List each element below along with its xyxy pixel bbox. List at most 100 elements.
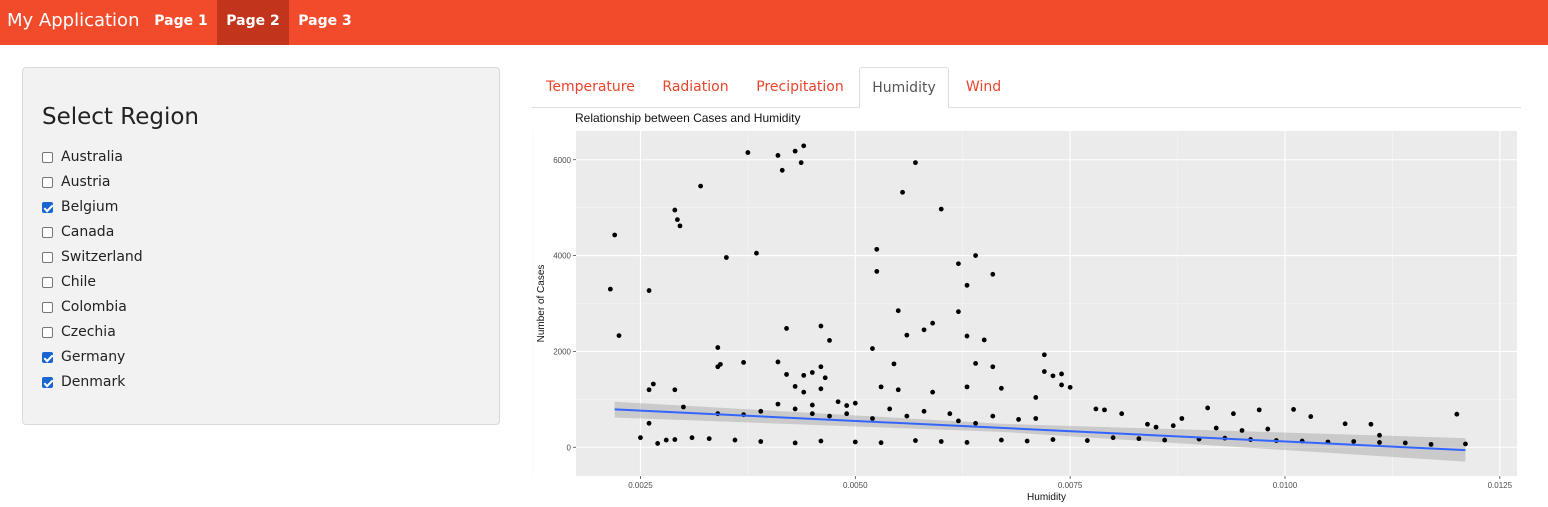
data-point [809, 402, 815, 408]
data-point [981, 337, 987, 343]
app-title[interactable]: My Application [7, 10, 140, 31]
tab-precipitation[interactable]: Precipitation [756, 79, 844, 95]
data-point [1179, 416, 1185, 421]
data-point [758, 408, 764, 414]
data-point [938, 206, 944, 212]
data-point [964, 282, 970, 288]
data-point [1239, 428, 1245, 433]
data-point [921, 408, 927, 414]
data-point [878, 440, 884, 446]
data-point [775, 153, 781, 158]
region-checkbox[interactable] [42, 251, 53, 263]
region-checkbox[interactable] [42, 326, 53, 338]
data-point [650, 381, 656, 387]
data-point [792, 440, 798, 446]
data-point [998, 385, 1004, 391]
region-label[interactable]: Canada [61, 224, 115, 240]
region-option[interactable]: Austria [42, 172, 110, 192]
regression-line [614, 408, 1466, 452]
region-label[interactable]: Germany [61, 349, 126, 365]
region-checkbox[interactable] [42, 201, 53, 213]
data-point [1041, 369, 1047, 374]
top-navbar: My Application Page 1 Page 2 Page 3 [0, 0, 1548, 45]
humidity-scatter-plot: 0.0025 0.0050 0.0075 0.0100 0.0125 0 2000 4000 6… [532, 131, 1517, 503]
data-point [638, 435, 643, 441]
tab-radiation[interactable]: Radiation [662, 79, 729, 95]
data-point [1093, 406, 1099, 412]
region-checkbox[interactable] [42, 176, 53, 188]
data-point [818, 364, 824, 370]
data-point [1059, 371, 1064, 377]
region-label[interactable]: Austria [61, 174, 111, 190]
data-point [607, 286, 613, 292]
data-point [1024, 438, 1030, 444]
data-point [1170, 423, 1176, 429]
data-point [612, 232, 618, 238]
region-label[interactable]: Chile [61, 274, 97, 290]
region-checkbox[interactable] [42, 301, 53, 313]
region-label[interactable]: Denmark [61, 374, 126, 390]
region-option[interactable]: Czechia [42, 322, 116, 342]
data-point [913, 160, 918, 166]
data-point [801, 372, 807, 378]
nav-page-1[interactable]: Page 1 [154, 13, 208, 29]
data-point [818, 386, 824, 392]
region-option[interactable]: Canada [42, 222, 114, 242]
region-label[interactable]: Australia [61, 149, 123, 165]
data-point [1119, 411, 1125, 417]
region-label[interactable]: Colombia [61, 299, 127, 315]
tab-humidity[interactable]: Humidity [859, 67, 949, 108]
region-checkbox[interactable] [42, 151, 53, 163]
data-point [775, 359, 781, 365]
data-point [956, 418, 961, 424]
data-point [973, 253, 979, 258]
y-tick-label: 2000 [553, 347, 571, 356]
data-point [835, 399, 841, 405]
data-point [1041, 352, 1047, 358]
region-option[interactable]: Belgium [42, 197, 118, 217]
data-point [732, 437, 738, 443]
y-tick-label: 0 [567, 443, 572, 452]
data-point [930, 320, 936, 326]
region-option[interactable]: Germany [42, 347, 125, 367]
data-point [801, 389, 807, 395]
data-point [689, 435, 695, 441]
region-checkbox[interactable] [42, 351, 53, 363]
region-checkbox[interactable] [42, 226, 53, 238]
region-option[interactable]: Chile [42, 272, 96, 292]
region-label[interactable]: Czechia [61, 324, 116, 340]
data-point [1256, 407, 1262, 413]
region-option[interactable]: Colombia [42, 297, 127, 317]
data-point [990, 413, 996, 419]
region-label[interactable]: Switzerland [61, 249, 143, 265]
data-point [754, 250, 759, 256]
region-checkbox[interactable] [42, 276, 53, 288]
data-point [715, 345, 721, 350]
data-point [913, 438, 918, 443]
data-point [1368, 421, 1374, 427]
data-point [904, 413, 910, 419]
data-point [870, 416, 875, 421]
region-label[interactable]: Belgium [61, 199, 119, 215]
data-point [998, 437, 1004, 443]
data-point [672, 437, 678, 442]
data-point [646, 288, 652, 293]
data-point [1205, 405, 1211, 411]
tab-temperature[interactable]: Temperature [546, 79, 635, 95]
nav-page-2[interactable]: Page 2 [217, 0, 289, 45]
region-checkbox[interactable] [42, 376, 53, 388]
data-point [878, 384, 884, 390]
tab-wind[interactable]: Wind [965, 79, 1002, 95]
data-point [964, 384, 970, 390]
data-point [990, 271, 996, 277]
region-option[interactable]: Denmark [42, 372, 125, 392]
data-point [663, 437, 669, 443]
data-point [827, 337, 832, 343]
region-option[interactable]: Switzerland [42, 247, 143, 267]
data-point [1402, 440, 1408, 446]
data-point [646, 420, 652, 426]
plot-title: Relationship between Cases and Humidity [575, 111, 801, 125]
region-option[interactable]: Australia [42, 147, 123, 167]
nav-page-3[interactable]: Page 3 [298, 13, 352, 29]
x-axis-title: Humidity [1027, 492, 1066, 503]
